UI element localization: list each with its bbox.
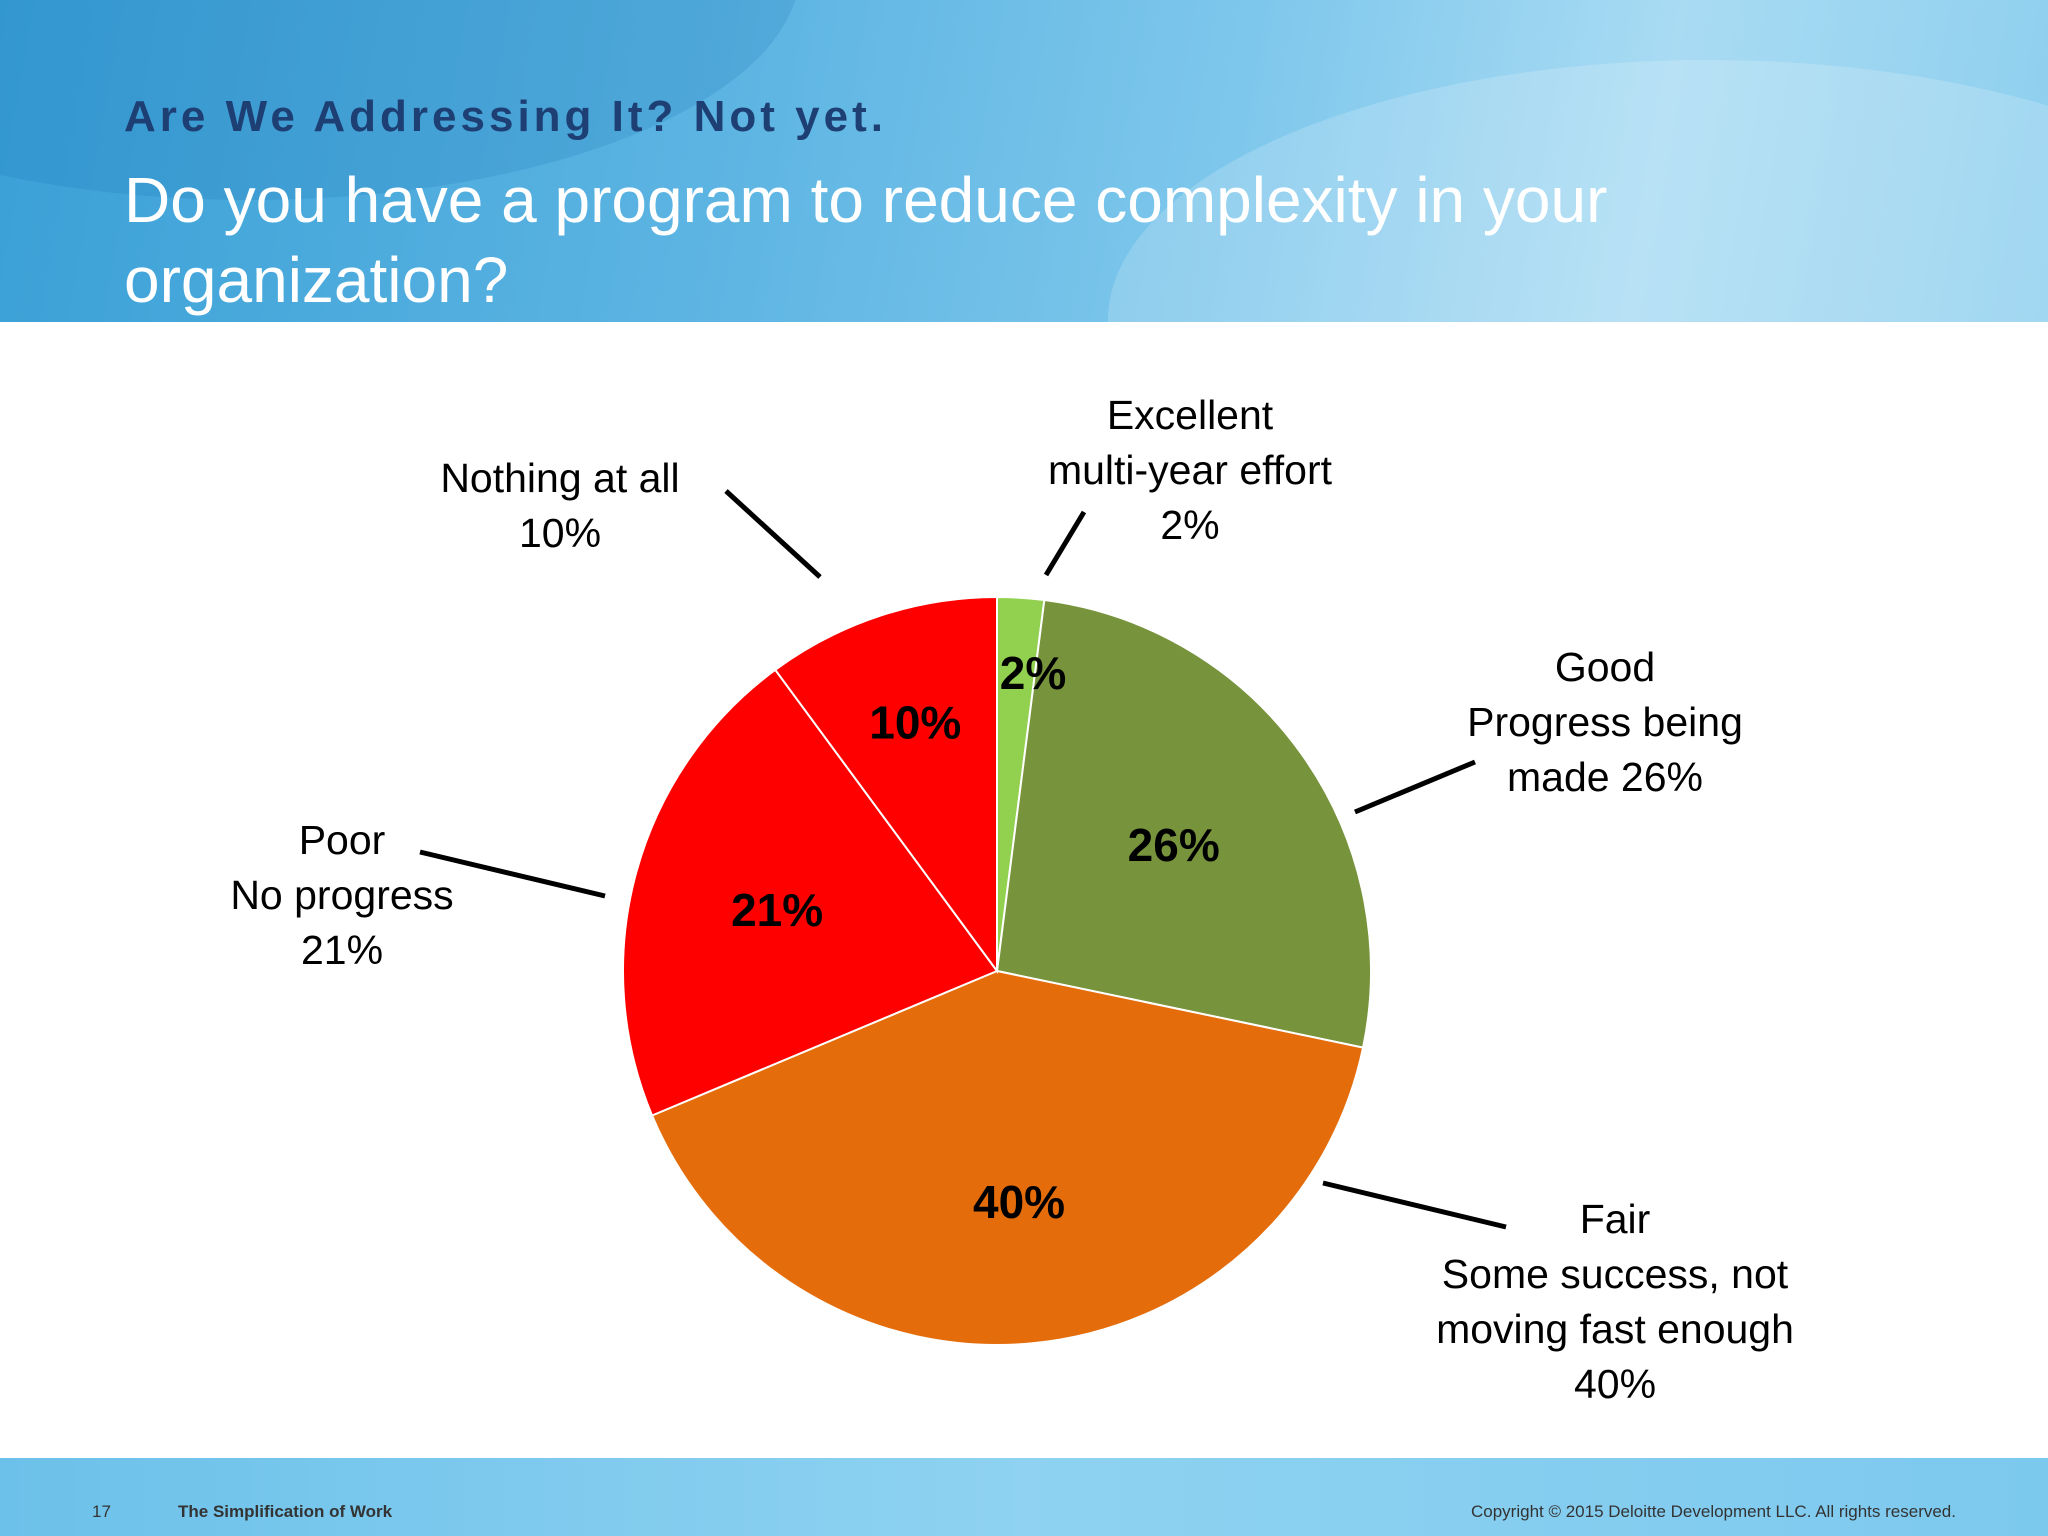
callout-line: multi-year effort — [1047, 447, 1333, 493]
pie-slice-poor — [622, 668, 999, 1117]
callout-line: Some success, not — [1441, 1251, 1789, 1297]
callout-line: Fair — [1579, 1196, 1651, 1242]
callout-line: 21% — [300, 927, 384, 973]
pie-slice-good — [995, 598, 1372, 1049]
callout-line: Nothing at all — [440, 455, 680, 501]
callout-fair: Fair Some success, not moving fast enoug… — [1400, 1192, 1830, 1412]
copyright-notice: Copyright © 2015 Deloitte Development LL… — [1471, 1502, 1956, 1521]
pie-label-nothing: 10% — [869, 696, 961, 748]
callout-excellent: Excellent multi-year effort 2% — [1020, 388, 1360, 553]
leader-line-nothing — [724, 489, 822, 579]
callout-line: Poor — [298, 817, 386, 863]
callout-good: Good Progress being made 26% — [1430, 640, 1780, 805]
callout-nothing: Nothing at all 10% — [400, 451, 720, 561]
callout-line: No progress — [230, 872, 454, 918]
footer-title: The Simplification of Work — [178, 1502, 393, 1521]
pie-slice-nothing — [773, 595, 998, 975]
callout-line: moving fast enough — [1436, 1306, 1794, 1352]
footer-bar: 17 The Simplification of Work Copyright … — [0, 1458, 2048, 1536]
leader-line-fair — [1322, 1180, 1507, 1230]
slide-kicker: Are We Addressing It? Not yet. — [124, 92, 887, 141]
pie-label-poor: 21% — [731, 884, 823, 936]
callout-line: Progress being — [1467, 699, 1743, 745]
header-banner: Are We Addressing It? Not yet. Do you ha… — [0, 0, 2048, 322]
pie-label-fair: 40% — [973, 1176, 1065, 1228]
callout-line: Good — [1554, 644, 1656, 690]
callout-line: 10% — [518, 510, 602, 556]
pie-slice-fair — [650, 969, 1365, 1346]
slide-question: Do you have a program to reduce complexi… — [124, 164, 1608, 316]
callout-line: made 26% — [1506, 754, 1703, 800]
page-number: 17 — [92, 1502, 111, 1521]
pie-label-good: 26% — [1128, 819, 1220, 871]
callout-line: 40% — [1573, 1361, 1657, 1407]
pie-label-excellent: 2% — [1000, 647, 1066, 699]
callout-line: Excellent — [1106, 392, 1274, 438]
callout-line: 2% — [1160, 502, 1220, 548]
leader-line-good — [1354, 759, 1476, 815]
leader-line-excellent — [1043, 510, 1087, 577]
leader-line-poor — [419, 849, 606, 899]
callout-poor: Poor No progress 21% — [192, 813, 492, 978]
